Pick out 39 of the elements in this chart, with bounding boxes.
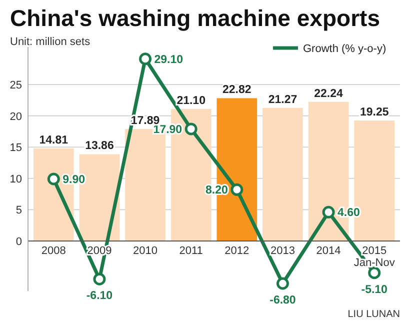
x-tick-label: 2011 (179, 244, 203, 257)
text: LIU LUNAN (348, 309, 400, 320)
point (139, 52, 152, 66)
x-tick-label: 2013 (270, 244, 295, 257)
point (322, 206, 335, 218)
point (276, 277, 289, 290)
data-label: 21.10 (176, 94, 206, 107)
data-label: 9.90 (62, 174, 86, 186)
point (93, 272, 106, 286)
y-tick-label: 10 (10, 173, 22, 186)
data-label: -6.80 (270, 294, 296, 306)
legend-label: Growth (% y-o-y) (303, 43, 386, 55)
y-tick-label: 0 (16, 236, 22, 248)
y-tick-label: 15 (10, 142, 22, 154)
x-tick-label: 2008 (41, 244, 66, 257)
data-label: 29.10 (154, 54, 184, 66)
point (184, 122, 198, 136)
data-label: -6.10 (86, 290, 113, 302)
data-label: 22.82 (222, 84, 252, 96)
x-tick-label: 2010 (133, 244, 158, 257)
data-label: 17.90 (153, 124, 182, 136)
y-tick-label: 25 (10, 80, 22, 92)
data-label: 19.25 (360, 106, 390, 119)
data-label: 4.60 (338, 207, 360, 220)
data-label: 21.27 (268, 94, 298, 106)
point (230, 183, 244, 196)
x-tick-label: 2014 (316, 244, 341, 257)
data-label: 14.81 (39, 134, 69, 146)
data-label: 13.86 (85, 140, 114, 152)
chart-title: China's washing machine exports (10, 5, 380, 31)
x-tick-label: 2012 (224, 244, 250, 257)
y-tick-label: 5 (16, 204, 22, 217)
y-tick-label: 20 (10, 110, 22, 123)
point (368, 266, 381, 280)
data-label: 22.24 (314, 88, 344, 100)
point (47, 172, 60, 186)
chart-subtitle: Unit: million sets (10, 36, 91, 48)
bar (262, 108, 303, 241)
data-label: -5.10 (361, 284, 388, 296)
